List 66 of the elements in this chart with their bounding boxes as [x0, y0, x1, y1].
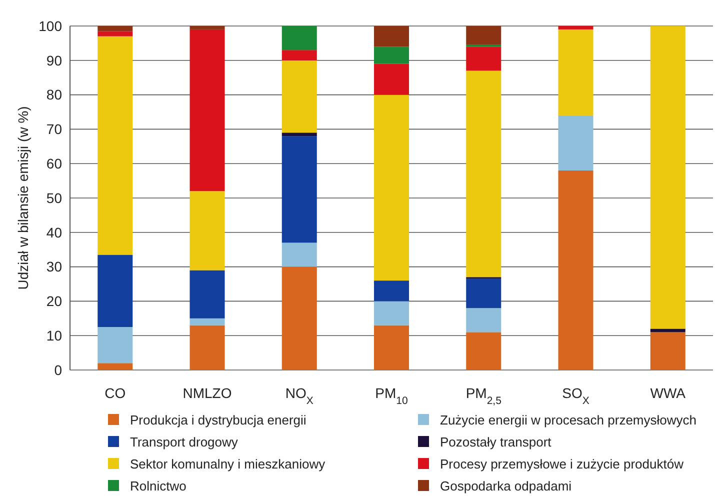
legend-label: Transport drogowy	[130, 434, 238, 450]
y-tick-label: 30	[46, 258, 62, 275]
x-tick-label: NO$_{X}$	[285, 385, 314, 407]
bar	[650, 328, 686, 332]
legend-label: Gospodarka odpadami	[440, 478, 572, 494]
bar	[282, 136, 317, 243]
bar	[466, 26, 502, 45]
legend-label: Zużycie energii w procesach przemysłowych	[440, 412, 696, 428]
bar	[374, 46, 410, 64]
y-tick-label: 10	[46, 328, 62, 344]
bar	[466, 332, 502, 370]
y-tick-label: 40	[46, 224, 62, 240]
bar	[466, 70, 502, 278]
y-tick-label: 80	[46, 86, 62, 103]
bar	[282, 132, 317, 136]
bar	[650, 332, 686, 370]
legend-label: Rolnictwo	[130, 478, 186, 494]
y-tick-label: 100	[38, 18, 62, 34]
bar	[98, 327, 133, 364]
bar	[282, 26, 317, 50]
y-tick-label: 20	[46, 293, 62, 310]
bar	[558, 26, 594, 30]
bar	[466, 46, 502, 71]
bar	[282, 50, 317, 60]
y-axis-title: Udział w bilansie emisji (w %)	[15, 106, 31, 290]
y-tick-label: 50	[46, 190, 62, 206]
x-tick-label: PM$_{10}$	[375, 385, 408, 407]
bar	[282, 60, 317, 133]
bar	[282, 266, 317, 370]
legend-label: Sektor komunalny i mieszkaniowy	[130, 456, 326, 472]
bar	[650, 26, 686, 329]
bar	[190, 270, 225, 318]
y-tick-label: 60	[46, 156, 62, 172]
bar	[98, 26, 133, 32]
bar	[466, 308, 502, 332]
bar	[98, 254, 133, 327]
y-tick-label: 0	[54, 362, 62, 378]
bar	[190, 318, 225, 326]
x-tick-label: NMLZO	[182, 385, 232, 401]
bar	[190, 29, 225, 192]
bar	[190, 191, 225, 270]
x-tick-label: CO	[104, 385, 126, 401]
y-tick-label: 90	[46, 52, 62, 68]
bar	[374, 94, 410, 281]
x-tick-label: WWA	[650, 385, 686, 401]
bar	[282, 242, 317, 267]
bar	[374, 301, 410, 326]
bar	[374, 64, 410, 95]
bar	[558, 29, 594, 116]
bar	[558, 115, 594, 170]
bar	[558, 170, 594, 370]
bar	[374, 26, 410, 47]
legend-label: Produkcja i dystrybucja energii	[130, 412, 306, 428]
x-tick-label: PM$_{2,5}$	[466, 385, 502, 407]
bar	[466, 278, 502, 308]
bar	[374, 325, 410, 370]
bar	[374, 280, 410, 302]
bar	[190, 26, 225, 30]
legend-label: Pozostały transport	[440, 434, 552, 450]
bar	[98, 36, 133, 255]
y-tick-label: 70	[46, 121, 62, 138]
bar	[190, 325, 225, 370]
bar	[98, 31, 133, 36]
legend-label: Procesy przemysłowe i zużycie produktów	[440, 456, 684, 472]
x-tick-label: SO$_{X}$	[562, 385, 590, 407]
bar	[98, 363, 133, 370]
